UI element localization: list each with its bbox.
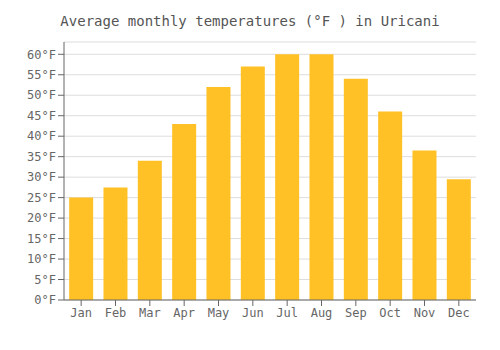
- svg-text:35°F: 35°F: [27, 150, 56, 164]
- svg-text:10°F: 10°F: [27, 252, 56, 266]
- svg-text:Jun: Jun: [242, 306, 264, 320]
- svg-text:May: May: [208, 306, 230, 320]
- svg-text:15°F: 15°F: [27, 232, 56, 246]
- svg-text:40°F: 40°F: [27, 129, 56, 143]
- svg-text:Aug: Aug: [311, 306, 333, 320]
- svg-text:20°F: 20°F: [27, 211, 56, 225]
- svg-text:Dec: Dec: [448, 306, 470, 320]
- svg-text:Jan: Jan: [70, 306, 92, 320]
- svg-text:30°F: 30°F: [27, 170, 56, 184]
- svg-text:Sep: Sep: [345, 306, 367, 320]
- svg-text:Apr: Apr: [173, 306, 195, 320]
- svg-text:25°F: 25°F: [27, 191, 56, 205]
- svg-text:5°F: 5°F: [34, 273, 56, 287]
- svg-text:60°F: 60°F: [27, 48, 56, 62]
- svg-text:Feb: Feb: [105, 306, 127, 320]
- svg-text:55°F: 55°F: [27, 68, 56, 82]
- svg-text:Jul: Jul: [276, 306, 298, 320]
- svg-text:45°F: 45°F: [27, 109, 56, 123]
- svg-text:50°F: 50°F: [27, 88, 56, 102]
- svg-text:0°F: 0°F: [34, 293, 56, 307]
- svg-text:Nov: Nov: [414, 306, 436, 320]
- html-text:Average monthly temperatures (: Average monthly temperatures (°F ) in Ur…: [60, 13, 440, 29]
- svg-text:Mar: Mar: [139, 306, 161, 320]
- svg-text:Oct: Oct: [379, 306, 401, 320]
